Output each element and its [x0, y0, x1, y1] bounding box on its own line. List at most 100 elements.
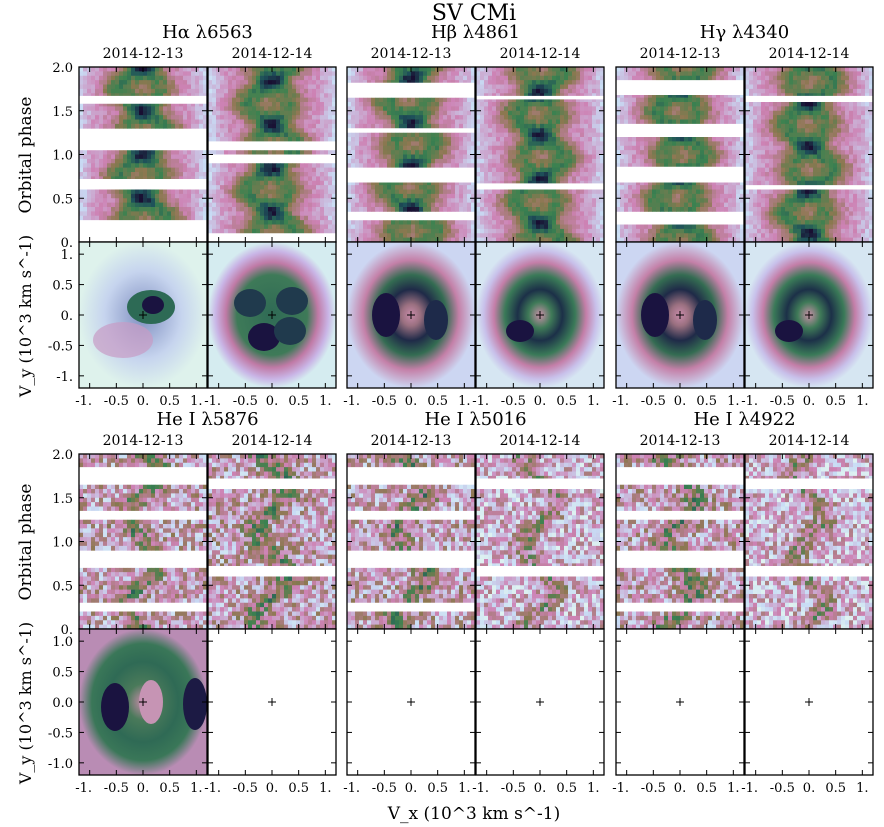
trail-pixel	[288, 215, 293, 221]
trail-pixel	[99, 71, 104, 77]
trail-pixel	[664, 145, 669, 151]
trail-pixel	[183, 123, 188, 129]
trail-pixel	[183, 158, 188, 164]
trail-pixel	[363, 207, 368, 212]
trail-pixel	[367, 150, 372, 155]
trail-pixel	[199, 215, 204, 221]
trail-pixel	[616, 102, 621, 107]
trail-pixel	[492, 137, 497, 142]
trail-pixel	[455, 180, 460, 186]
trail-pixel	[451, 189, 456, 195]
trail-pixel	[588, 180, 593, 186]
trail-pixel	[115, 67, 120, 72]
trail-pixel	[332, 137, 337, 142]
trail-pixel	[276, 88, 281, 94]
trail-pixel	[427, 71, 432, 77]
trail-pixel	[572, 198, 577, 204]
line-title: Hγ λ4340	[700, 22, 789, 43]
trail-pixel	[399, 207, 404, 212]
trail-pixel	[143, 176, 148, 182]
trail-pixel	[399, 67, 404, 72]
trail-pixel	[467, 185, 472, 190]
trail-pixel	[688, 97, 693, 103]
trail-pixel	[391, 80, 396, 85]
trail-pixel	[684, 150, 689, 155]
trail-pixel	[87, 207, 92, 212]
trail-pixel	[536, 163, 541, 169]
trail-pixel	[516, 80, 521, 85]
trail-pixel	[411, 141, 416, 147]
trail-pixel	[628, 75, 633, 81]
trail-pixel	[379, 220, 384, 225]
trail-pixel	[379, 132, 384, 138]
trail-pixel	[135, 84, 140, 90]
trail-pixel	[459, 75, 464, 81]
x-tick-label: 0.5	[288, 394, 309, 409]
trail-pixel	[308, 137, 313, 142]
trail-pixel	[187, 172, 192, 177]
trail-pixel	[628, 71, 633, 77]
trail-pixel	[576, 115, 581, 120]
trail-pixel	[308, 106, 313, 112]
trail-pixel	[548, 215, 553, 221]
trail-pixel	[524, 207, 529, 212]
trail-pixel	[292, 102, 297, 107]
trail-pixel	[123, 123, 128, 129]
trail-pixel	[212, 215, 217, 221]
trail-pixel	[347, 97, 352, 103]
trail-pixel	[459, 154, 464, 160]
trail-pixel	[480, 80, 485, 85]
trail-pixel	[652, 75, 657, 81]
trail-pixel	[300, 167, 305, 173]
trail-pixel	[496, 215, 501, 221]
trail-pixel	[528, 145, 533, 151]
trail-pixel	[435, 202, 440, 208]
trail-pixel	[600, 119, 605, 125]
trail-pixel	[476, 141, 481, 147]
trail-pixel	[528, 193, 533, 199]
trail-pixel	[252, 202, 257, 208]
trail-pixel	[284, 189, 289, 195]
trail-pixel	[359, 75, 364, 81]
trail-pixel	[632, 110, 637, 116]
trail-pixel	[439, 207, 444, 212]
trail-pixel	[328, 132, 333, 138]
trail-pixel	[107, 207, 112, 212]
trail-pixel	[480, 150, 485, 155]
trail-pixel	[528, 202, 533, 208]
trail-pixel	[680, 137, 685, 142]
trail-pixel	[391, 180, 396, 186]
trail-pixel	[288, 132, 293, 138]
trail-pixel	[195, 202, 200, 208]
trail-pixel	[516, 128, 521, 134]
trail-pixel	[328, 198, 333, 204]
trail-pixel	[371, 202, 376, 208]
trail-pixel	[375, 233, 380, 239]
trail-pixel	[248, 172, 253, 177]
trail-pixel	[435, 189, 440, 195]
trail-pixel	[520, 128, 525, 134]
trail-pixel	[688, 137, 693, 142]
trail-pixel	[399, 202, 404, 208]
trail-pixel	[375, 158, 380, 164]
trail-pixel	[411, 115, 416, 120]
trail-pixel	[644, 106, 649, 112]
trail-pixel	[228, 71, 233, 77]
trail-pixel	[528, 163, 533, 169]
trail-pixel	[500, 93, 505, 99]
trail-pixel	[516, 211, 521, 217]
trail-pixel	[492, 119, 497, 125]
trail-pixel	[548, 237, 553, 243]
trail-pixel	[492, 220, 497, 225]
trail-pixel	[320, 102, 325, 107]
trail-pixel	[532, 93, 537, 99]
trail-pixel	[280, 106, 285, 112]
trail-pixel	[648, 71, 653, 77]
trail-pixel	[471, 237, 476, 243]
trail-pixel	[367, 189, 372, 195]
trail-pixel	[488, 180, 493, 186]
trail-pixel	[524, 119, 529, 125]
trail-pixel	[375, 141, 380, 147]
trail-pixel	[528, 180, 533, 186]
trail-pixel	[592, 180, 597, 186]
